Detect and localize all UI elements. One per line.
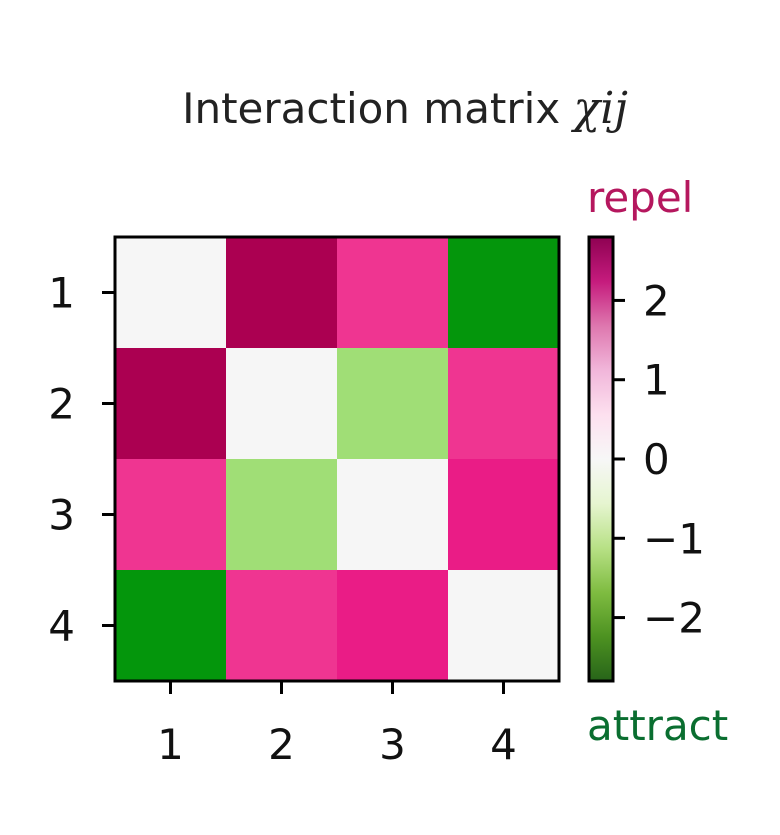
y-axis-ticks: 1 2 3 4 — [48, 269, 115, 651]
x-tick-label-3: 3 — [379, 720, 406, 769]
colorbar-tick-label-1: 1 — [643, 356, 670, 405]
heatmap-cell-2-1 — [115, 348, 227, 460]
heatmap-cell-1-4 — [448, 237, 560, 349]
heatmap-cell-1-1 — [115, 237, 227, 349]
heatmap-frame — [113, 235, 561, 683]
y-tick-label-1: 1 — [48, 269, 75, 318]
colorbar-tick-label-4: −2 — [643, 594, 705, 643]
colorbar-top-label: repel — [587, 173, 693, 222]
heatmap-cell-4-4 — [448, 570, 560, 682]
colorbar-tick-label-3: −1 — [643, 514, 705, 563]
heatmap-cell-3-3 — [337, 459, 449, 571]
colorbar — [587, 235, 615, 683]
heatmap-cell-4-2 — [226, 570, 338, 682]
heatmap-cell-3-2 — [226, 459, 338, 571]
heatmap-cells — [115, 237, 560, 682]
y-tick-label-4: 4 — [48, 602, 75, 651]
x-tick-label-1: 1 — [157, 720, 184, 769]
heatmap-cell-4-3 — [337, 570, 449, 682]
heatmap-cell-3-4 — [448, 459, 560, 571]
heatmap-cell-3-1 — [115, 459, 227, 571]
colorbar-ticks: 2 1 0 −1 −2 — [613, 276, 705, 643]
colorbar-tick-label-2: 0 — [643, 435, 670, 484]
chart-title-symbol: χij — [571, 83, 628, 134]
heatmap-cell-1-3 — [337, 237, 449, 349]
y-tick-label-3: 3 — [48, 491, 75, 540]
chart-title: Interaction matrix χij — [182, 83, 628, 134]
heatmap-cell-2-2 — [226, 348, 338, 460]
chart-title-text: Interaction matrix — [182, 84, 573, 133]
y-tick-label-2: 2 — [48, 380, 75, 429]
x-tick-label-4: 4 — [490, 720, 517, 769]
x-axis-ticks: 1 2 3 4 — [157, 681, 517, 769]
x-tick-label-2: 2 — [268, 720, 295, 769]
heatmap-cell-1-2 — [226, 237, 338, 349]
colorbar-bottom-label: attract — [587, 701, 728, 750]
heatmap-cell-2-3 — [337, 348, 449, 460]
heatmap-cell-4-1 — [115, 570, 227, 682]
heatmap-cell-2-4 — [448, 348, 560, 460]
colorbar-tick-label-0: 2 — [643, 276, 670, 325]
